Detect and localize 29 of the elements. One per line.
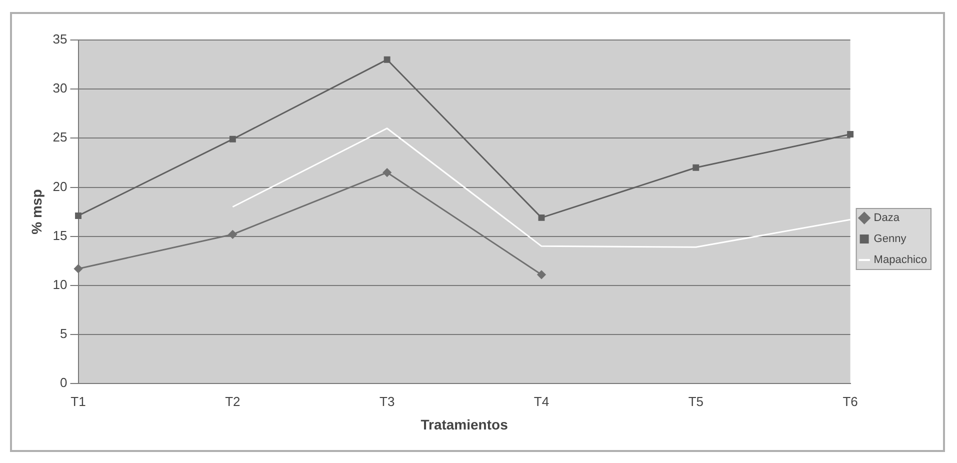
y-tick-label: 10	[52, 277, 68, 292]
y-tick-label: 20	[52, 178, 68, 194]
x-tick-label: T4	[534, 394, 550, 409]
y-tick-label: 5	[60, 326, 68, 342]
legend-label: Genny	[874, 233, 907, 246]
point	[538, 214, 545, 221]
point	[692, 164, 700, 171]
x-tick-label: T6	[842, 394, 858, 409]
point	[537, 270, 546, 279]
point	[384, 56, 390, 63]
y-tick-label: 15	[52, 228, 68, 243]
x-axis-title: Tratamientos	[420, 416, 508, 432]
legend-label: Daza	[874, 212, 900, 224]
point	[229, 136, 236, 142]
x-tick-label: T1	[70, 394, 86, 409]
x-tick-label: T3	[379, 394, 395, 409]
point	[382, 168, 392, 177]
legend-label: Mapachico	[874, 254, 928, 266]
point	[75, 212, 82, 219]
y-axis-title: % msp	[28, 189, 44, 234]
point	[74, 264, 83, 273]
y-tick-label: 0	[60, 375, 68, 390]
point	[228, 230, 237, 239]
x-tick-label: T5	[688, 394, 704, 409]
y-tick-label: 25	[52, 130, 68, 145]
y-tick-label: 35	[52, 32, 68, 47]
point	[847, 131, 854, 138]
y-tick-label: 30	[52, 80, 68, 96]
x-tick-label: T2	[225, 394, 240, 409]
